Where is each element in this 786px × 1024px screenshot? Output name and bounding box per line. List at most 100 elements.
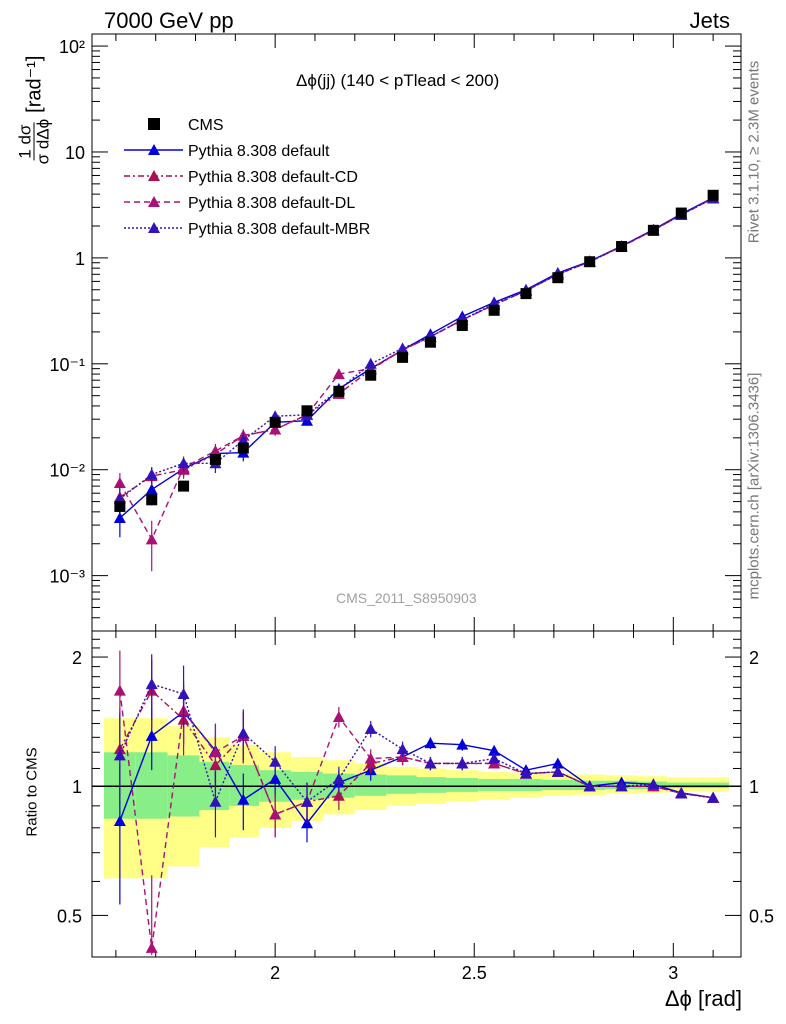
- data-point: [520, 288, 532, 300]
- inner-band-bin: [386, 775, 417, 794]
- ratio-plot-frame: [91, 630, 742, 958]
- inner-band-bin: [697, 782, 730, 789]
- data-point: [237, 442, 249, 454]
- ratio-series-pythia-8-308-default-mbr: [113, 654, 720, 838]
- y-tick-label: 10⁻³: [49, 567, 85, 587]
- x-tick-label: 3: [668, 963, 678, 983]
- y-tick-label: 10⁻²: [49, 461, 85, 481]
- inner-band-bin: [416, 777, 447, 793]
- data-point: [456, 319, 468, 331]
- series-line: [119, 197, 714, 541]
- main-series-cms: [114, 189, 719, 514]
- data-point: [396, 342, 409, 354]
- series-line: [119, 690, 714, 949]
- data-point: [177, 688, 190, 700]
- y-label-numerator: 1 dσ: [15, 122, 35, 161]
- main-series-pythia-8-308-default-cd: [113, 192, 720, 512]
- header-right-label: Jets: [689, 8, 730, 33]
- inner-band-bin: [354, 774, 387, 796]
- data-point: [113, 814, 126, 826]
- y-tick-label: 1: [75, 249, 85, 269]
- y-label-denominator: σ dΔϕ: [33, 118, 53, 165]
- data-point: [364, 722, 377, 734]
- legend-marker: [148, 144, 160, 155]
- data-point: [424, 336, 436, 348]
- ratio-tick-label: 0.5: [57, 906, 82, 926]
- y-label-unit: [rad⁻¹]: [23, 55, 46, 113]
- data-point: [675, 207, 687, 219]
- ratio-y-axis-label: Ratio to CMS: [23, 747, 41, 837]
- data-point: [113, 511, 126, 523]
- main-series-pythia-8-308-default-mbr: [113, 192, 720, 515]
- legend-entry-label: Pythia 8.308 default-MBR: [188, 221, 370, 238]
- data-point: [145, 483, 158, 495]
- data-point: [269, 808, 282, 820]
- ratio-tick-label: 0.5: [749, 906, 774, 926]
- legend: CMS Pythia 8.308 default Pythia 8.308 defa…: [124, 117, 370, 238]
- data-point: [237, 727, 250, 739]
- data-point: [237, 434, 250, 446]
- data-point: [332, 772, 345, 784]
- legend-entry-label: Pythia 8.308 default: [188, 143, 330, 160]
- data-point: [113, 476, 126, 488]
- series-line: [119, 710, 714, 825]
- data-point: [113, 684, 126, 696]
- data-point: [397, 351, 409, 363]
- ratio-tick-label: 1: [749, 777, 759, 797]
- data-point: [456, 738, 469, 750]
- data-point: [675, 787, 688, 799]
- y-tick-label: 10⁻¹: [49, 355, 85, 375]
- data-point: [178, 480, 190, 492]
- data-point: [424, 737, 437, 749]
- mcplots-side-label: mcplots.cern.ch [arXiv:1306.3436]: [745, 372, 763, 600]
- data-point: [647, 778, 660, 790]
- main-series-pythia-8-308-default-dl: [113, 192, 720, 572]
- data-point: [616, 241, 628, 253]
- data-point: [332, 710, 345, 722]
- series-line: [119, 197, 714, 500]
- data-point: [364, 357, 377, 369]
- data-point: [364, 752, 377, 764]
- data-point: [332, 789, 345, 801]
- data-point: [707, 189, 719, 201]
- data-point: [551, 765, 564, 777]
- data-point: [488, 752, 501, 764]
- main-series-pythia-8-308-default: [113, 191, 720, 538]
- y-label-fraction: 1 dσ σ dΔϕ: [15, 118, 53, 165]
- legend-entry-label: CMS: [188, 117, 224, 134]
- x-tick-label: 2: [270, 963, 280, 983]
- data-point: [396, 743, 409, 755]
- data-point: [113, 749, 126, 761]
- data-point: [332, 368, 345, 380]
- data-point: [209, 795, 222, 807]
- data-point: [145, 678, 158, 690]
- data-point: [301, 795, 314, 807]
- data-point: [209, 746, 222, 758]
- legend-marker: [148, 222, 160, 233]
- y-tick-label: 10²: [59, 37, 85, 57]
- plot-title: Δϕ(jj) (140 < pTlead < 200): [296, 71, 500, 90]
- ratio-tick-label: 2: [72, 648, 82, 668]
- data-point: [488, 744, 501, 756]
- legend-entry-label: Pythia 8.308 default-CD: [188, 169, 358, 186]
- data-point: [269, 423, 282, 435]
- inner-band-bin: [541, 779, 574, 790]
- data-point: [145, 468, 158, 480]
- legend-marker-cms: [148, 118, 160, 130]
- data-point: [456, 757, 469, 769]
- data-point: [583, 780, 596, 792]
- x-axis-ticks: 2 2.5 3: [115, 34, 714, 983]
- rivet-side-label: Rivet 3.1.10, ≥ 2.3M events: [745, 60, 763, 244]
- data-point: [269, 416, 281, 428]
- y-tick-label: 10: [65, 143, 85, 163]
- x-axis-label: Δϕ [rad]: [664, 986, 742, 1011]
- data-point: [145, 729, 158, 741]
- watermark-label: CMS_2011_S8950903: [336, 590, 477, 606]
- data-point: [647, 224, 659, 236]
- series-line: [119, 683, 714, 804]
- data-point: [707, 791, 720, 803]
- data-point: [114, 500, 126, 512]
- data-point: [145, 533, 158, 545]
- data-point: [333, 385, 345, 397]
